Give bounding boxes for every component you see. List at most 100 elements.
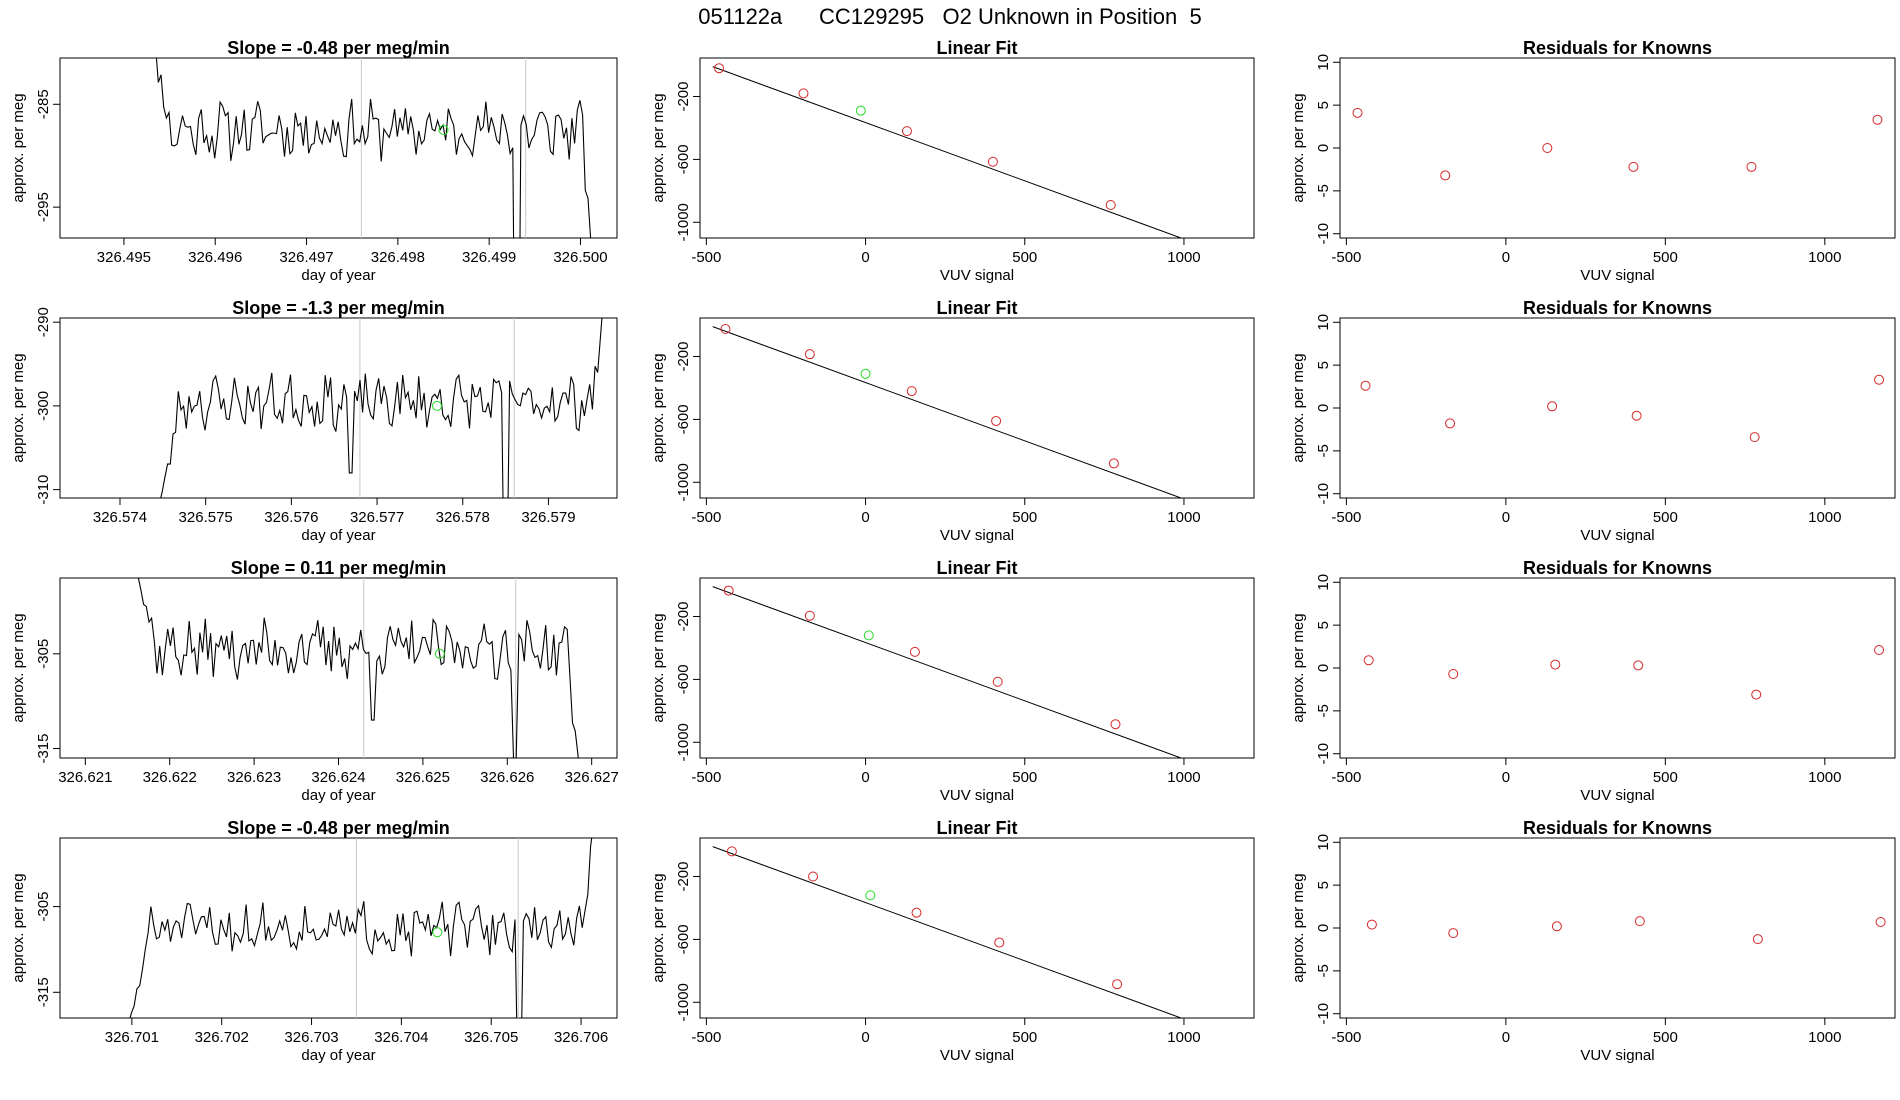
y-axis-label: approx. per meg (1290, 873, 1307, 982)
page-title: 051122a CC129295 O2 Unknown in Position … (698, 4, 1202, 29)
known-point (804, 349, 815, 360)
panel-time-row-1: Slope = -0.48 per meg/min 326.495 326.496 3… (10, 38, 618, 284)
data-layer (712, 324, 1243, 517)
known-point (1234, 768, 1243, 777)
y-tick-label: 0 (1315, 664, 1332, 672)
panel-title: Residuals for Knowns (1523, 558, 1712, 578)
residual-point (1751, 689, 1762, 700)
residual-point (1547, 401, 1558, 412)
x-tick-label: 0 (1502, 249, 1510, 266)
y-axis-label: approx. per meg (650, 93, 667, 202)
known-point (992, 676, 1003, 687)
residual-point (1366, 919, 1377, 930)
known-point (723, 585, 734, 596)
known-point (909, 646, 920, 657)
known-point (991, 415, 1002, 426)
x-tick-label: 500 (1653, 249, 1678, 266)
signal-line (137, 578, 579, 758)
x-tick-label: 500 (1012, 769, 1037, 786)
residual-point (1551, 921, 1562, 932)
x-tick-label: 0 (1502, 1029, 1510, 1046)
residual-point (1542, 143, 1553, 153)
x-tick-label: 326.497 (279, 249, 333, 266)
y-tick-label: -10 (1315, 483, 1332, 505)
x-tick-label: 326.498 (371, 249, 425, 266)
panel-title: Linear Fit (936, 38, 1017, 58)
x-tick-label: 326.706 (554, 1029, 608, 1046)
panel-title: Slope = -0.48 per meg/min (227, 818, 450, 838)
panel-title: Residuals for Knowns (1523, 38, 1712, 58)
x-tick-label: 500 (1012, 1029, 1037, 1046)
panel-time-row-3: Slope = 0.11 per meg/min 326.621 326.622 32… (10, 558, 619, 804)
plot-frame (699, 577, 1255, 759)
x-tick-label: 1000 (1167, 1029, 1200, 1046)
x-tick-label: 0 (861, 1029, 869, 1046)
y-axis-label: approx. per meg (1290, 353, 1307, 462)
panel-resid-row-2: Residuals for Knowns -500 0 500 1000 10 5 0 -5 -1… (1290, 298, 1896, 544)
x-tick-label: 326.496 (188, 249, 242, 266)
data-layer (712, 846, 1183, 1018)
unknown-point (863, 630, 874, 641)
plot-frame (59, 317, 618, 499)
x-tick-label: 500 (1653, 509, 1678, 526)
residual-point (1872, 114, 1883, 125)
panel-title: Residuals for Knowns (1523, 818, 1712, 838)
x-axis-label: day of year (301, 1047, 375, 1064)
panel-time-row-2: Slope = -1.3 per meg/min 326.574 326.575 32… (10, 298, 618, 544)
y-tick-label: -10 (1315, 743, 1332, 765)
y-tick-label: -1000 (675, 983, 692, 1021)
x-tick-label: 326.703 (284, 1029, 338, 1046)
y-tick-label: -310 (35, 475, 52, 505)
x-tick-label: 1000 (1167, 509, 1200, 526)
y-axis-label: approx. per meg (10, 93, 27, 202)
data-layer (155, 58, 592, 238)
y-tick-label: -5 (1315, 184, 1332, 197)
x-tick-label: 1000 (1808, 509, 1841, 526)
data-layer (1360, 374, 1885, 443)
panel-fit-row-2: Linear Fit -500 0 500 1000 -200 -600 -1000 VUV s… (650, 298, 1255, 544)
x-axis-label: day of year (301, 527, 375, 544)
known-point (1234, 508, 1243, 517)
known-point (987, 156, 998, 167)
residual-point (1746, 161, 1757, 172)
y-tick-label: 0 (1315, 144, 1332, 152)
x-tick-label: 0 (861, 249, 869, 266)
residual-point (1752, 934, 1763, 945)
panel-fit-row-3: Linear Fit -500 0 500 1000 -200 -600 -1000 VUV s… (650, 558, 1255, 804)
y-tick-label: -1000 (675, 203, 692, 241)
residual-point (1550, 659, 1561, 670)
x-axis-label: VUV signal (1580, 787, 1654, 804)
panel-fit-row-4: Linear Fit -500 0 500 1000 -200 -600 -1000 VUV s… (650, 818, 1255, 1064)
panel-title: Linear Fit (936, 818, 1017, 838)
y-axis-label: approx. per meg (1290, 613, 1307, 722)
plot-frame (1339, 57, 1896, 239)
fit-line (712, 66, 1183, 238)
residual-point (1448, 669, 1459, 679)
x-tick-label: 0 (861, 509, 869, 526)
y-tick-label: 10 (1315, 574, 1332, 591)
x-tick-label: 0 (1502, 769, 1510, 786)
x-axis-label: VUV signal (1580, 527, 1654, 544)
x-tick-label: 326.625 (396, 769, 450, 786)
residual-point (1874, 645, 1885, 655)
x-axis-label: VUV signal (940, 527, 1014, 544)
unknown-point (860, 368, 871, 379)
x-tick-label: -500 (691, 769, 721, 786)
panel-resid-row-3: Residuals for Knowns -500 0 500 1000 10 5 0 -5 -1… (1290, 558, 1896, 804)
residual-point (1634, 916, 1645, 927)
y-axis-label: approx. per meg (10, 873, 27, 982)
x-tick-label: 326.621 (58, 769, 112, 786)
plot-frame (699, 317, 1255, 499)
x-tick-label: 326.578 (436, 509, 490, 526)
x-tick-label: 326.579 (521, 509, 575, 526)
x-tick-label: -500 (1331, 249, 1361, 266)
known-point (911, 907, 922, 918)
y-tick-label: -315 (35, 734, 52, 764)
plot-frame (59, 837, 618, 1019)
x-axis-label: day of year (301, 787, 375, 804)
residual-point (1631, 410, 1642, 421)
y-axis-label: approx. per meg (650, 613, 667, 722)
panel-resid-row-4: Residuals for Knowns -500 0 500 1000 10 5 0 -5 -1… (1290, 818, 1896, 1064)
x-tick-label: -500 (1331, 769, 1361, 786)
residual-point (1628, 161, 1639, 172)
